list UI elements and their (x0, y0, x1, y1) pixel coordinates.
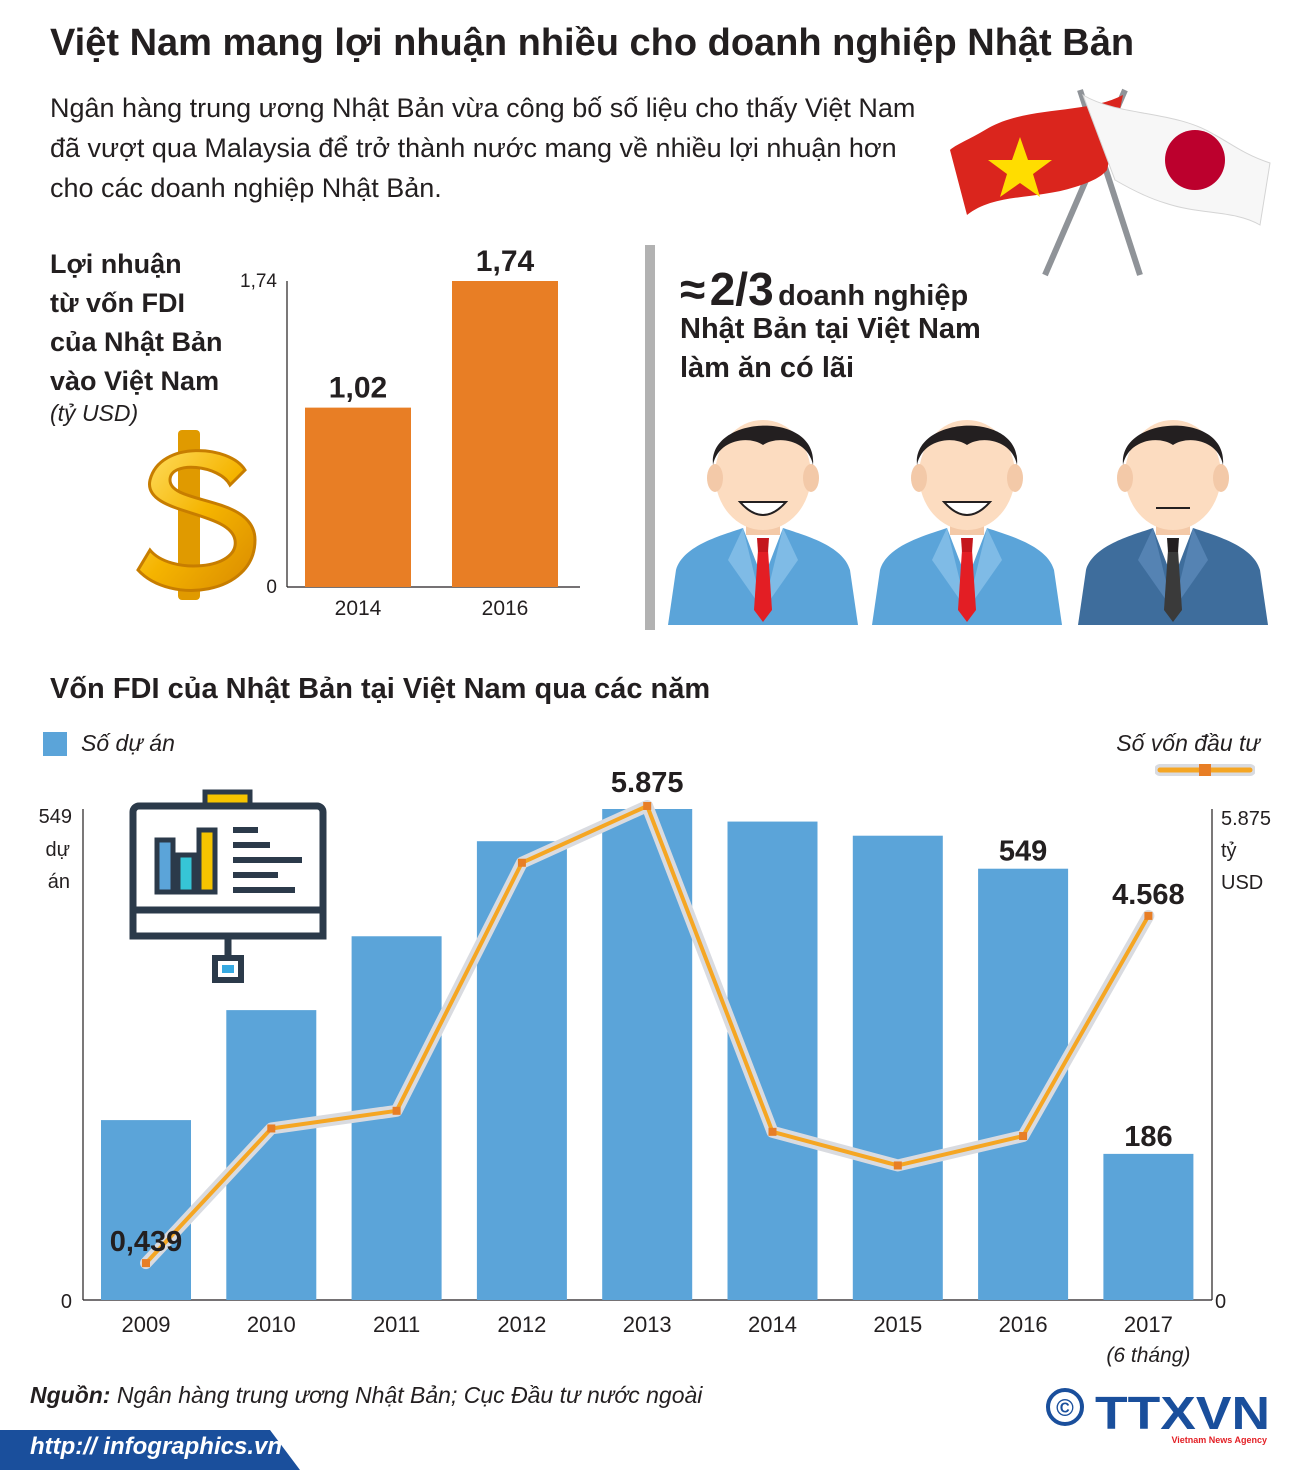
x-tick-label: 2014 (748, 1312, 797, 1337)
y-tick-label: 1,74 (240, 271, 277, 292)
intro-paragraph: Ngân hàng trung ương Nhật Bản vừa công b… (50, 93, 916, 203)
x-tick-label: 2011 (373, 1312, 420, 1337)
logo-tagline: Vietnam News Agency (1171, 1435, 1267, 1445)
stat-line2: Nhật Bản tại Việt Nam (680, 313, 981, 345)
capital-value-label: 5.875 (611, 770, 684, 799)
legend-capital-label: Số vốn đầu tư (1116, 730, 1260, 756)
chart1-label-line: từ vốn FDI (50, 288, 186, 318)
project-bar (101, 1120, 191, 1300)
left-y-unit: dự (45, 839, 70, 861)
stat-text: doanh nghiệp (778, 280, 969, 312)
x-tick-label: 2010 (247, 1312, 296, 1337)
right-y-tick-label: 5.875 (1221, 808, 1271, 830)
chart1-label-line: Lợi nhuận (50, 249, 182, 279)
stat-line3: làm ăn có lãi (680, 352, 855, 384)
x-tick-label: 2013 (623, 1312, 672, 1337)
capital-point (517, 858, 526, 867)
capital-point (142, 1259, 150, 1268)
smiling-businessman-icon (668, 420, 858, 625)
source-prefix: Nguồn: (30, 1382, 111, 1408)
capital-point (643, 802, 652, 810)
x-tick-label: 2015 (873, 1312, 922, 1337)
left-y-unit: án (48, 871, 70, 893)
chart1-plot: 0 1,74 1,02 2014 1,74 2016 (240, 250, 580, 620)
x-tick-label: 2017 (1124, 1312, 1173, 1337)
stat-line1: ≈ 2/3 doanh nghiệp (680, 262, 968, 316)
presentation-board-icon (129, 789, 327, 983)
x-tick-label: 2009 (122, 1312, 171, 1337)
chart1-unit: (tỷ USD) (50, 400, 139, 426)
chart1-label: Lợi nhuận từ vốn FDI của Nhật Bản vào Vi… (50, 245, 250, 401)
right-y-tick-label: 0 (1215, 1291, 1226, 1313)
chart1-label-line: của Nhật Bản (50, 327, 223, 357)
dollar-sign-icon (136, 430, 257, 600)
divider (645, 245, 655, 630)
right-y-unit: tỷ (1221, 840, 1237, 862)
stat-number: 2/3 (709, 263, 774, 315)
project-bar (852, 835, 943, 1300)
left-y-tick-label: 0 (61, 1291, 72, 1313)
right-y-unit: USD (1221, 872, 1263, 894)
source-note: Nguồn: Ngân hàng trung ương Nhật Bản; Cụ… (30, 1382, 702, 1409)
x-tick-label: 2014 (335, 597, 382, 620)
chart2-title: Vốn FDI của Nhật Bản tại Việt Nam qua cá… (50, 673, 711, 705)
left-y-tick-label: 549 (39, 806, 72, 828)
x-tick-label: 2012 (497, 1312, 546, 1337)
project-bar (476, 841, 567, 1300)
website-link[interactable]: http:// infographics.vn (30, 1433, 282, 1460)
chart2-plot: 0 549 dự án 0 5.875 tỷ USD 2009 2010 2011 2012 2013 2… (39, 770, 1271, 1367)
capital-point (893, 1161, 902, 1170)
capital-point (267, 1124, 276, 1133)
legend-projects-label: Số dự án (81, 730, 175, 756)
fdi-combo-chart: 0 549 dự án 0 5.875 tỷ USD 2009 2010 2011 2012 2013 2… (39, 770, 1271, 1367)
capital-point (1144, 911, 1153, 920)
project-bar (1103, 1153, 1194, 1300)
capital-value-label: 0,439 (110, 1226, 183, 1258)
legend-projects-swatch (43, 731, 67, 756)
source-text: Ngân hàng trung ương Nhật Bản; Cục Đầu t… (110, 1382, 703, 1408)
x-tick-note: (6 tháng) (1106, 1344, 1190, 1367)
bar-value-label: 549 (999, 836, 1047, 868)
capital-point (768, 1127, 777, 1136)
x-tick-label: 2016 (482, 597, 529, 620)
stat-approx-symbol: ≈ (680, 263, 706, 315)
bar (452, 281, 558, 587)
capital-point (1019, 1132, 1028, 1141)
logo-copyright: © (1056, 1395, 1074, 1422)
bar-value-label: 186 (1124, 1121, 1172, 1153)
capital-point (392, 1106, 401, 1115)
bar-value-label: 1,02 (329, 372, 387, 405)
chart1-label-line: vào Việt Nam (50, 366, 220, 396)
url-bar (0, 1430, 300, 1470)
neutral-businessman-icon (1078, 420, 1268, 625)
capital-value-label: 4.568 (1112, 879, 1185, 911)
page-title: Việt Nam mang lợi nhuận nhiều cho doanh … (50, 22, 1135, 64)
x-tick-label: 2016 (999, 1312, 1048, 1337)
bar (305, 407, 411, 587)
vietnam-japan-crossed-flags-icon (950, 88, 1271, 277)
ttxvn-logo: © TTXVN Vietnam News Agency (1046, 1387, 1270, 1445)
legend-capital-swatch (1155, 764, 1255, 776)
bar-value-label: 1,74 (476, 250, 535, 278)
legend-projects: Số dự án (43, 730, 175, 757)
smiling-businessman-icon (872, 420, 1062, 625)
profit-bar-chart: 0 1,74 1,02 2014 1,74 2016 (240, 250, 580, 620)
y-tick-label: 0 (266, 577, 277, 598)
logo-name: TTXVN (1095, 1387, 1270, 1439)
